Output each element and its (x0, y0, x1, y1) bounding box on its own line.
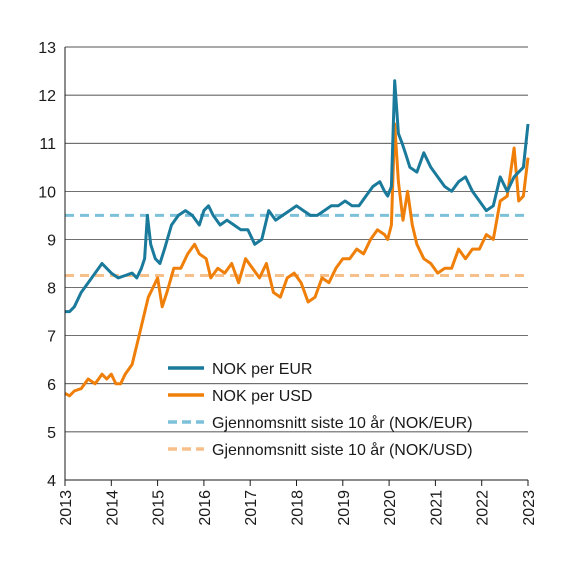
y-tick-label: 7 (47, 329, 56, 346)
axes (64, 47, 529, 486)
y-tick-label: 4 (47, 473, 56, 490)
legend-label-0: NOK per EUR (212, 361, 312, 378)
series-line-1 (64, 122, 530, 398)
series-layer (64, 79, 530, 398)
y-tick-label: 11 (39, 136, 56, 153)
grid (65, 46, 528, 433)
x-tick-label: 2018 (290, 490, 307, 526)
legend: NOK per EUR NOK per USD Gjennomsnitt siste… (168, 361, 473, 459)
legend-label-3: Gjennomsnitt siste 10 år (NOK/USD) (212, 441, 473, 459)
legend-label-2: Gjennomsnitt siste 10 år (NOK/EUR) (212, 414, 473, 432)
tick-labels: 4 5 6 7 8 9 10 11 12 13 2013 2014 2015 2016 2017 2018 20… (38, 40, 538, 526)
x-tick-label: 2016 (197, 490, 214, 526)
y-tick-label: 12 (38, 88, 56, 105)
x-tick-label: 2021 (428, 490, 445, 526)
series-line-0 (65, 79, 530, 314)
y-tick-label: 9 (47, 232, 56, 249)
y-tick-label: 10 (38, 184, 56, 201)
x-tick-label: 2019 (336, 490, 353, 526)
y-tick-label: 5 (47, 425, 56, 442)
x-tick-label: 2023 (521, 490, 538, 526)
x-tick-label: 2015 (151, 490, 168, 526)
x-tick-label: 2014 (104, 490, 121, 526)
y-tick-label: 13 (38, 40, 56, 57)
y-tick-label: 6 (47, 377, 56, 394)
y-tick-label: 8 (47, 281, 56, 298)
x-tick-label: 2020 (382, 490, 399, 526)
x-tick-label: 2022 (475, 490, 492, 526)
legend-label-1: NOK per USD (212, 388, 312, 405)
x-tick-label: 2013 (58, 490, 75, 526)
x-tick-label: 2017 (243, 490, 260, 526)
